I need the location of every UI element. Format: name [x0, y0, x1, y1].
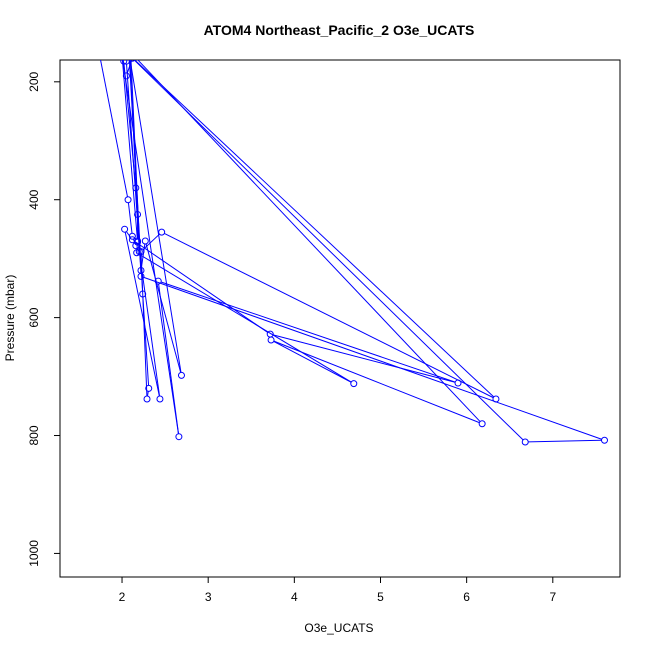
x-tick-label: 2 [119, 590, 126, 604]
data-point [134, 237, 142, 245]
data-point [122, 60, 130, 65]
series-layer [100, 60, 608, 446]
series-line-segment [134, 241, 269, 333]
series-line-segment [122, 60, 179, 434]
data-point [133, 249, 141, 257]
series-line-segment [134, 60, 495, 398]
series-line-segment [140, 254, 148, 396]
data-point [267, 336, 275, 344]
data-point [128, 236, 136, 244]
y-tick-label: 200 [27, 71, 41, 91]
data-point [145, 384, 153, 392]
series-line-segment [142, 233, 160, 250]
x-tick-label: 7 [549, 590, 556, 604]
y-tick-label: 400 [27, 189, 41, 209]
data-point [122, 72, 130, 80]
series-line-segment [138, 253, 352, 383]
series-line-segment [125, 231, 132, 238]
data-point [478, 420, 486, 428]
data-point [175, 433, 183, 441]
series-line-segment [129, 60, 140, 249]
y-tick-label: 600 [27, 307, 41, 327]
series-line-segment [528, 439, 602, 443]
series-line-segment [145, 243, 182, 373]
data-point [137, 272, 145, 280]
data-point [139, 290, 147, 298]
chart-title: ATOM4 Northeast_Pacific_2 O3e_UCATS [204, 22, 475, 38]
series-line-segment [121, 60, 138, 239]
data-point [132, 184, 140, 192]
data-point [134, 210, 142, 218]
data-point [600, 436, 608, 444]
series-line-segment [273, 340, 480, 424]
x-tick-label: 4 [291, 590, 298, 604]
series-line-segment [164, 233, 494, 399]
series-line-segment [126, 60, 132, 74]
data-point [177, 371, 185, 379]
y-axis-label: Pressure (mbar) [3, 275, 17, 362]
data-point [454, 379, 462, 387]
series-line-segment [272, 334, 456, 383]
series-line-segment [127, 202, 133, 234]
x-axis-label: O3e_UCATS [304, 621, 373, 635]
y-tick-label: 800 [27, 425, 41, 445]
data-point [121, 225, 129, 233]
data-point [120, 60, 128, 65]
plot-frame [59, 59, 621, 578]
y-tick-label: 1000 [27, 540, 41, 567]
series-line-segment [130, 60, 142, 274]
x-axis: 2 3 4 5 6 7 [119, 577, 556, 604]
data-point [492, 395, 500, 403]
data-point [350, 380, 358, 388]
data-point [129, 60, 136, 62]
series-line-segment [147, 391, 149, 397]
data-point [132, 242, 140, 250]
data-point [124, 196, 132, 204]
x-tick-label: 5 [377, 590, 384, 604]
series-line-segment [129, 60, 182, 373]
data-point [521, 438, 529, 446]
data-point [158, 228, 166, 236]
x-tick-label: 6 [463, 590, 470, 604]
series-line-segment [124, 232, 160, 397]
data-point [141, 237, 149, 245]
y-axis: 200 400 600 800 1000 [27, 71, 60, 567]
data-point [143, 395, 151, 403]
series-line-segment [134, 60, 524, 441]
data-point [156, 395, 164, 403]
series-line-segment [100, 60, 128, 197]
series-line-segment [143, 276, 602, 440]
series-line-segment [273, 340, 352, 383]
data-point [154, 277, 162, 285]
data-point [128, 232, 136, 240]
series-line-segment [160, 281, 456, 383]
x-tick-label: 3 [205, 590, 212, 604]
